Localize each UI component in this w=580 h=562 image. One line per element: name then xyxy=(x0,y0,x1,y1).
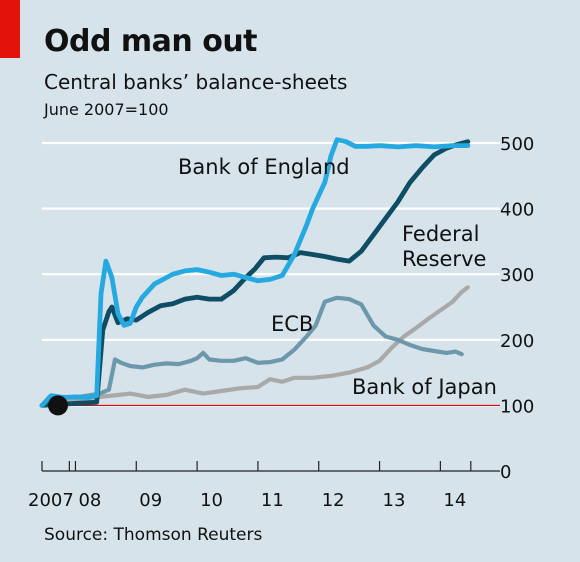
start-marker-dot xyxy=(48,395,68,416)
series-label-line: Federal xyxy=(402,222,479,246)
series-label-line: Reserve xyxy=(402,247,486,271)
series-line-ecb xyxy=(39,295,464,408)
y-tick-label: 500 xyxy=(500,134,534,155)
x-tick-label: 12 xyxy=(322,490,345,511)
chart-subtitle: Central banks’ balance-sheets xyxy=(44,70,348,94)
series-line-boe xyxy=(39,137,471,408)
axis-layer: 0 100 200 300 400 500 2007 08 09 10 11 12 13 14 xyxy=(28,134,534,511)
series-label-ecb: ECB xyxy=(271,312,313,336)
series-label-line: Bank of Japan xyxy=(352,375,497,399)
series-line-boj xyxy=(39,285,470,408)
chart-title: Odd man out xyxy=(44,24,258,59)
series-label-fed: Federal Reserve xyxy=(402,222,486,271)
series-line-fed xyxy=(39,139,471,408)
x-tick-label: 14 xyxy=(443,490,466,511)
y-tick-label: 200 xyxy=(500,331,534,352)
source-note: Source: Thomson Reuters xyxy=(44,525,263,545)
series-label-line: Bank of England xyxy=(178,155,350,179)
y-tick-label: 400 xyxy=(500,200,534,221)
x-tick-label: 10 xyxy=(200,490,223,511)
grid-layer xyxy=(42,141,500,472)
chart-unit-label: June 2007=100 xyxy=(44,100,169,119)
x-tick-label: 08 xyxy=(78,490,101,511)
y-tick-label: 0 xyxy=(500,462,511,483)
series-label-line: ECB xyxy=(271,312,313,336)
red-corner-tab xyxy=(0,0,20,58)
y-tick-label: 100 xyxy=(500,396,534,417)
series-label-boe: Bank of England xyxy=(178,155,350,179)
x-tick-label: 09 xyxy=(139,490,162,511)
x-tick-label: 13 xyxy=(383,490,406,511)
x-tick-label: 11 xyxy=(261,490,284,511)
series-label-boj: Bank of Japan xyxy=(352,375,497,399)
label-layer: Bank of England Federal Reserve ECB Bank of … xyxy=(178,155,497,399)
y-tick-label: 300 xyxy=(500,265,534,286)
x-tick-label: 2007 xyxy=(28,490,74,511)
series-layer xyxy=(39,137,471,416)
